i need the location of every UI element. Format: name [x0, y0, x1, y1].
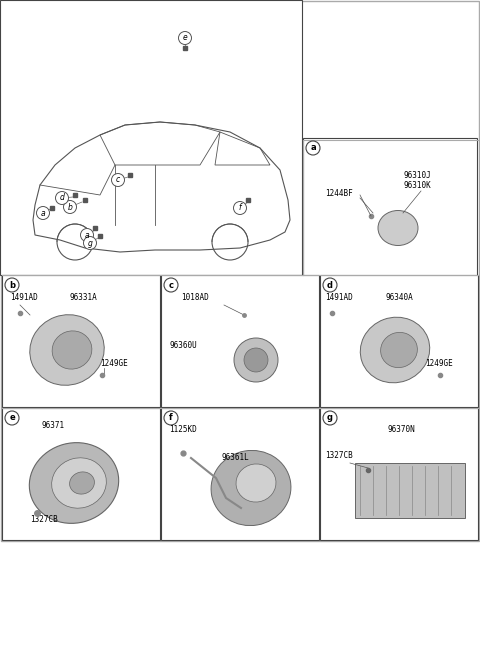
Circle shape: [164, 278, 178, 292]
Ellipse shape: [236, 464, 276, 502]
Circle shape: [5, 278, 19, 292]
Circle shape: [111, 173, 124, 186]
Circle shape: [36, 207, 49, 220]
Text: a: a: [310, 144, 316, 152]
Text: e: e: [9, 413, 15, 422]
Text: g: g: [87, 239, 93, 247]
Text: g: g: [327, 413, 333, 422]
Text: c: c: [116, 176, 120, 184]
Text: 1249GE: 1249GE: [100, 358, 128, 367]
Circle shape: [56, 192, 69, 205]
Text: d: d: [60, 194, 64, 203]
Bar: [1, 1, 479, 541]
Text: 1249GE: 1249GE: [425, 358, 453, 367]
Text: 96370N: 96370N: [388, 426, 416, 434]
Ellipse shape: [29, 443, 119, 523]
Ellipse shape: [70, 472, 95, 494]
Circle shape: [323, 278, 337, 292]
Ellipse shape: [52, 458, 107, 508]
Text: 1125KD: 1125KD: [169, 426, 197, 434]
Ellipse shape: [381, 333, 418, 367]
Bar: [2, 408, 160, 540]
Bar: [2, 275, 160, 407]
Bar: [303, 138, 477, 276]
Text: d: d: [327, 281, 333, 289]
Ellipse shape: [378, 211, 418, 245]
Bar: [320, 408, 478, 540]
Text: b: b: [9, 281, 15, 289]
Text: 96331A: 96331A: [70, 293, 98, 302]
Text: 1491AD: 1491AD: [10, 293, 38, 302]
Bar: [0, 0, 302, 275]
Bar: [355, 463, 465, 518]
Ellipse shape: [211, 451, 291, 525]
Bar: [161, 408, 319, 540]
Text: e: e: [182, 33, 187, 43]
Circle shape: [323, 411, 337, 425]
Circle shape: [164, 411, 178, 425]
Bar: [161, 275, 319, 407]
Circle shape: [179, 31, 192, 45]
Circle shape: [234, 338, 278, 382]
Circle shape: [63, 201, 76, 213]
Bar: [320, 275, 478, 407]
Ellipse shape: [360, 318, 430, 383]
Text: f: f: [169, 413, 173, 422]
Ellipse shape: [30, 315, 104, 385]
Text: 96360U: 96360U: [169, 340, 197, 350]
Text: 96371: 96371: [42, 422, 65, 430]
Text: b: b: [68, 203, 72, 211]
Text: 1491AD: 1491AD: [325, 293, 353, 302]
Circle shape: [81, 228, 94, 241]
Text: 96361L: 96361L: [221, 453, 249, 462]
Ellipse shape: [52, 331, 92, 369]
Circle shape: [233, 201, 247, 215]
Text: 1327CB: 1327CB: [30, 516, 58, 525]
Text: a: a: [41, 209, 45, 218]
Text: a: a: [84, 230, 89, 239]
Text: c: c: [168, 281, 173, 289]
Text: 1327CB: 1327CB: [325, 451, 353, 461]
Text: 96310J: 96310J: [403, 171, 431, 180]
Text: 96340A: 96340A: [385, 293, 413, 302]
Circle shape: [5, 411, 19, 425]
Text: f: f: [239, 203, 241, 213]
Text: 1244BF: 1244BF: [325, 188, 353, 197]
Circle shape: [84, 237, 96, 249]
Text: 96310K: 96310K: [403, 182, 431, 190]
Text: 1018AD: 1018AD: [181, 293, 209, 302]
Circle shape: [244, 348, 268, 372]
Circle shape: [306, 141, 320, 155]
